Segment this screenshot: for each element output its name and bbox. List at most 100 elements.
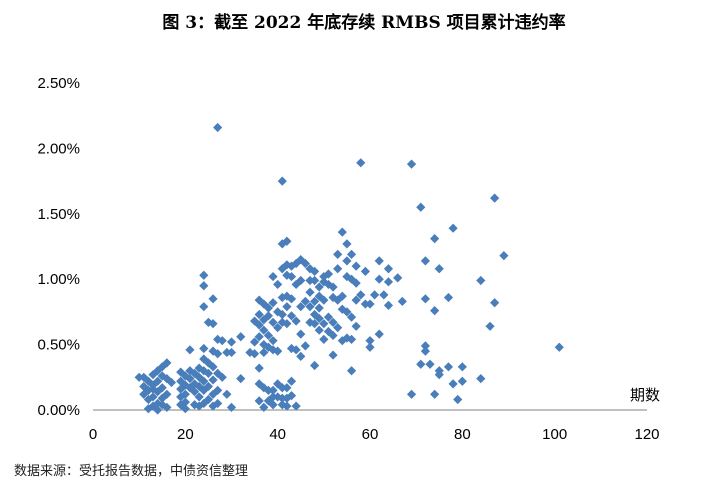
data-point [208, 294, 218, 304]
data-point [236, 332, 246, 342]
data-point [365, 299, 375, 309]
data-point [134, 372, 144, 382]
data-point [263, 385, 274, 395]
data-point [425, 359, 435, 369]
data-point [143, 394, 153, 405]
data-point [199, 302, 209, 312]
data-point [420, 256, 430, 266]
data-point [319, 295, 329, 305]
data-point [406, 389, 417, 399]
data-point [199, 354, 209, 364]
chart-title: 图 3：截至 2022 年底存续 RMBS 项目累计违约率 [162, 13, 566, 33]
data-point [153, 398, 163, 409]
data-point [189, 368, 200, 378]
data-point [162, 358, 172, 368]
data-point [213, 398, 223, 409]
data-point [310, 296, 320, 307]
data-point [189, 379, 200, 389]
data-point [416, 359, 426, 369]
data-point [176, 384, 186, 394]
data-point [273, 392, 283, 402]
data-point [337, 291, 347, 301]
data-point [282, 383, 292, 393]
data-point [342, 256, 352, 266]
data-point [185, 383, 195, 393]
x-axis-title: 期数 [630, 386, 660, 404]
data-point [360, 266, 370, 276]
data-point [300, 341, 310, 351]
data-point [180, 389, 190, 399]
data-point [268, 271, 278, 282]
data-point [268, 298, 278, 308]
data-point [351, 261, 361, 271]
data-point [457, 376, 467, 386]
data-point [185, 345, 195, 355]
x-axis-tick-labels: 0 20 40 60 80 100 120 [89, 426, 660, 443]
data-point [328, 330, 338, 341]
data-point [314, 303, 324, 313]
data-point [430, 305, 440, 316]
data-point [333, 295, 343, 305]
data-point [254, 309, 264, 320]
data-point [370, 290, 380, 300]
data-point [273, 379, 283, 389]
data-point [319, 319, 329, 329]
data-point [254, 396, 264, 406]
y-tick-label: 1.50% [37, 206, 80, 223]
data-point [254, 320, 264, 330]
data-point [259, 340, 269, 350]
data-point [157, 383, 167, 393]
data-point [194, 392, 204, 402]
data-point [286, 311, 297, 321]
data-point [314, 313, 324, 324]
data-point [383, 264, 394, 274]
data-point [360, 299, 370, 309]
data-point [249, 349, 260, 359]
data-point [342, 271, 352, 282]
data-point [296, 302, 306, 312]
data-point [268, 317, 278, 327]
data-point [374, 256, 384, 266]
data-point [203, 394, 214, 405]
x-tick-label: 60 [362, 426, 379, 443]
data-point [305, 302, 315, 312]
data-point [268, 400, 278, 410]
data-point [420, 346, 430, 356]
data-point [434, 370, 444, 380]
data-point [213, 349, 223, 359]
data-point [286, 376, 297, 386]
data-point [365, 336, 375, 346]
data-point [356, 290, 366, 300]
data-point [148, 392, 158, 402]
data-point [157, 400, 167, 410]
data-point [365, 342, 375, 352]
data-point [430, 234, 440, 244]
data-point [203, 381, 214, 392]
data-point [273, 346, 283, 356]
data-point [282, 401, 292, 411]
data-point [333, 249, 343, 259]
data-point [333, 322, 343, 333]
data-point [180, 404, 190, 414]
data-point [337, 227, 347, 237]
data-point [476, 374, 486, 384]
y-tick-label: 1.00% [37, 271, 80, 288]
data-point [282, 260, 292, 270]
data-point [259, 347, 269, 358]
data-point [351, 278, 361, 288]
data-point [305, 275, 315, 286]
data-point [153, 405, 163, 415]
data-point [222, 347, 232, 358]
data-point [254, 332, 264, 342]
data-point [420, 294, 430, 304]
data-point [351, 295, 361, 305]
data-point [286, 391, 297, 401]
data-point [199, 281, 209, 291]
data-point [379, 290, 389, 300]
data-point [443, 362, 454, 372]
data-point [153, 366, 163, 376]
data-point [277, 393, 287, 403]
data-point [273, 307, 283, 317]
data-point [139, 372, 149, 382]
